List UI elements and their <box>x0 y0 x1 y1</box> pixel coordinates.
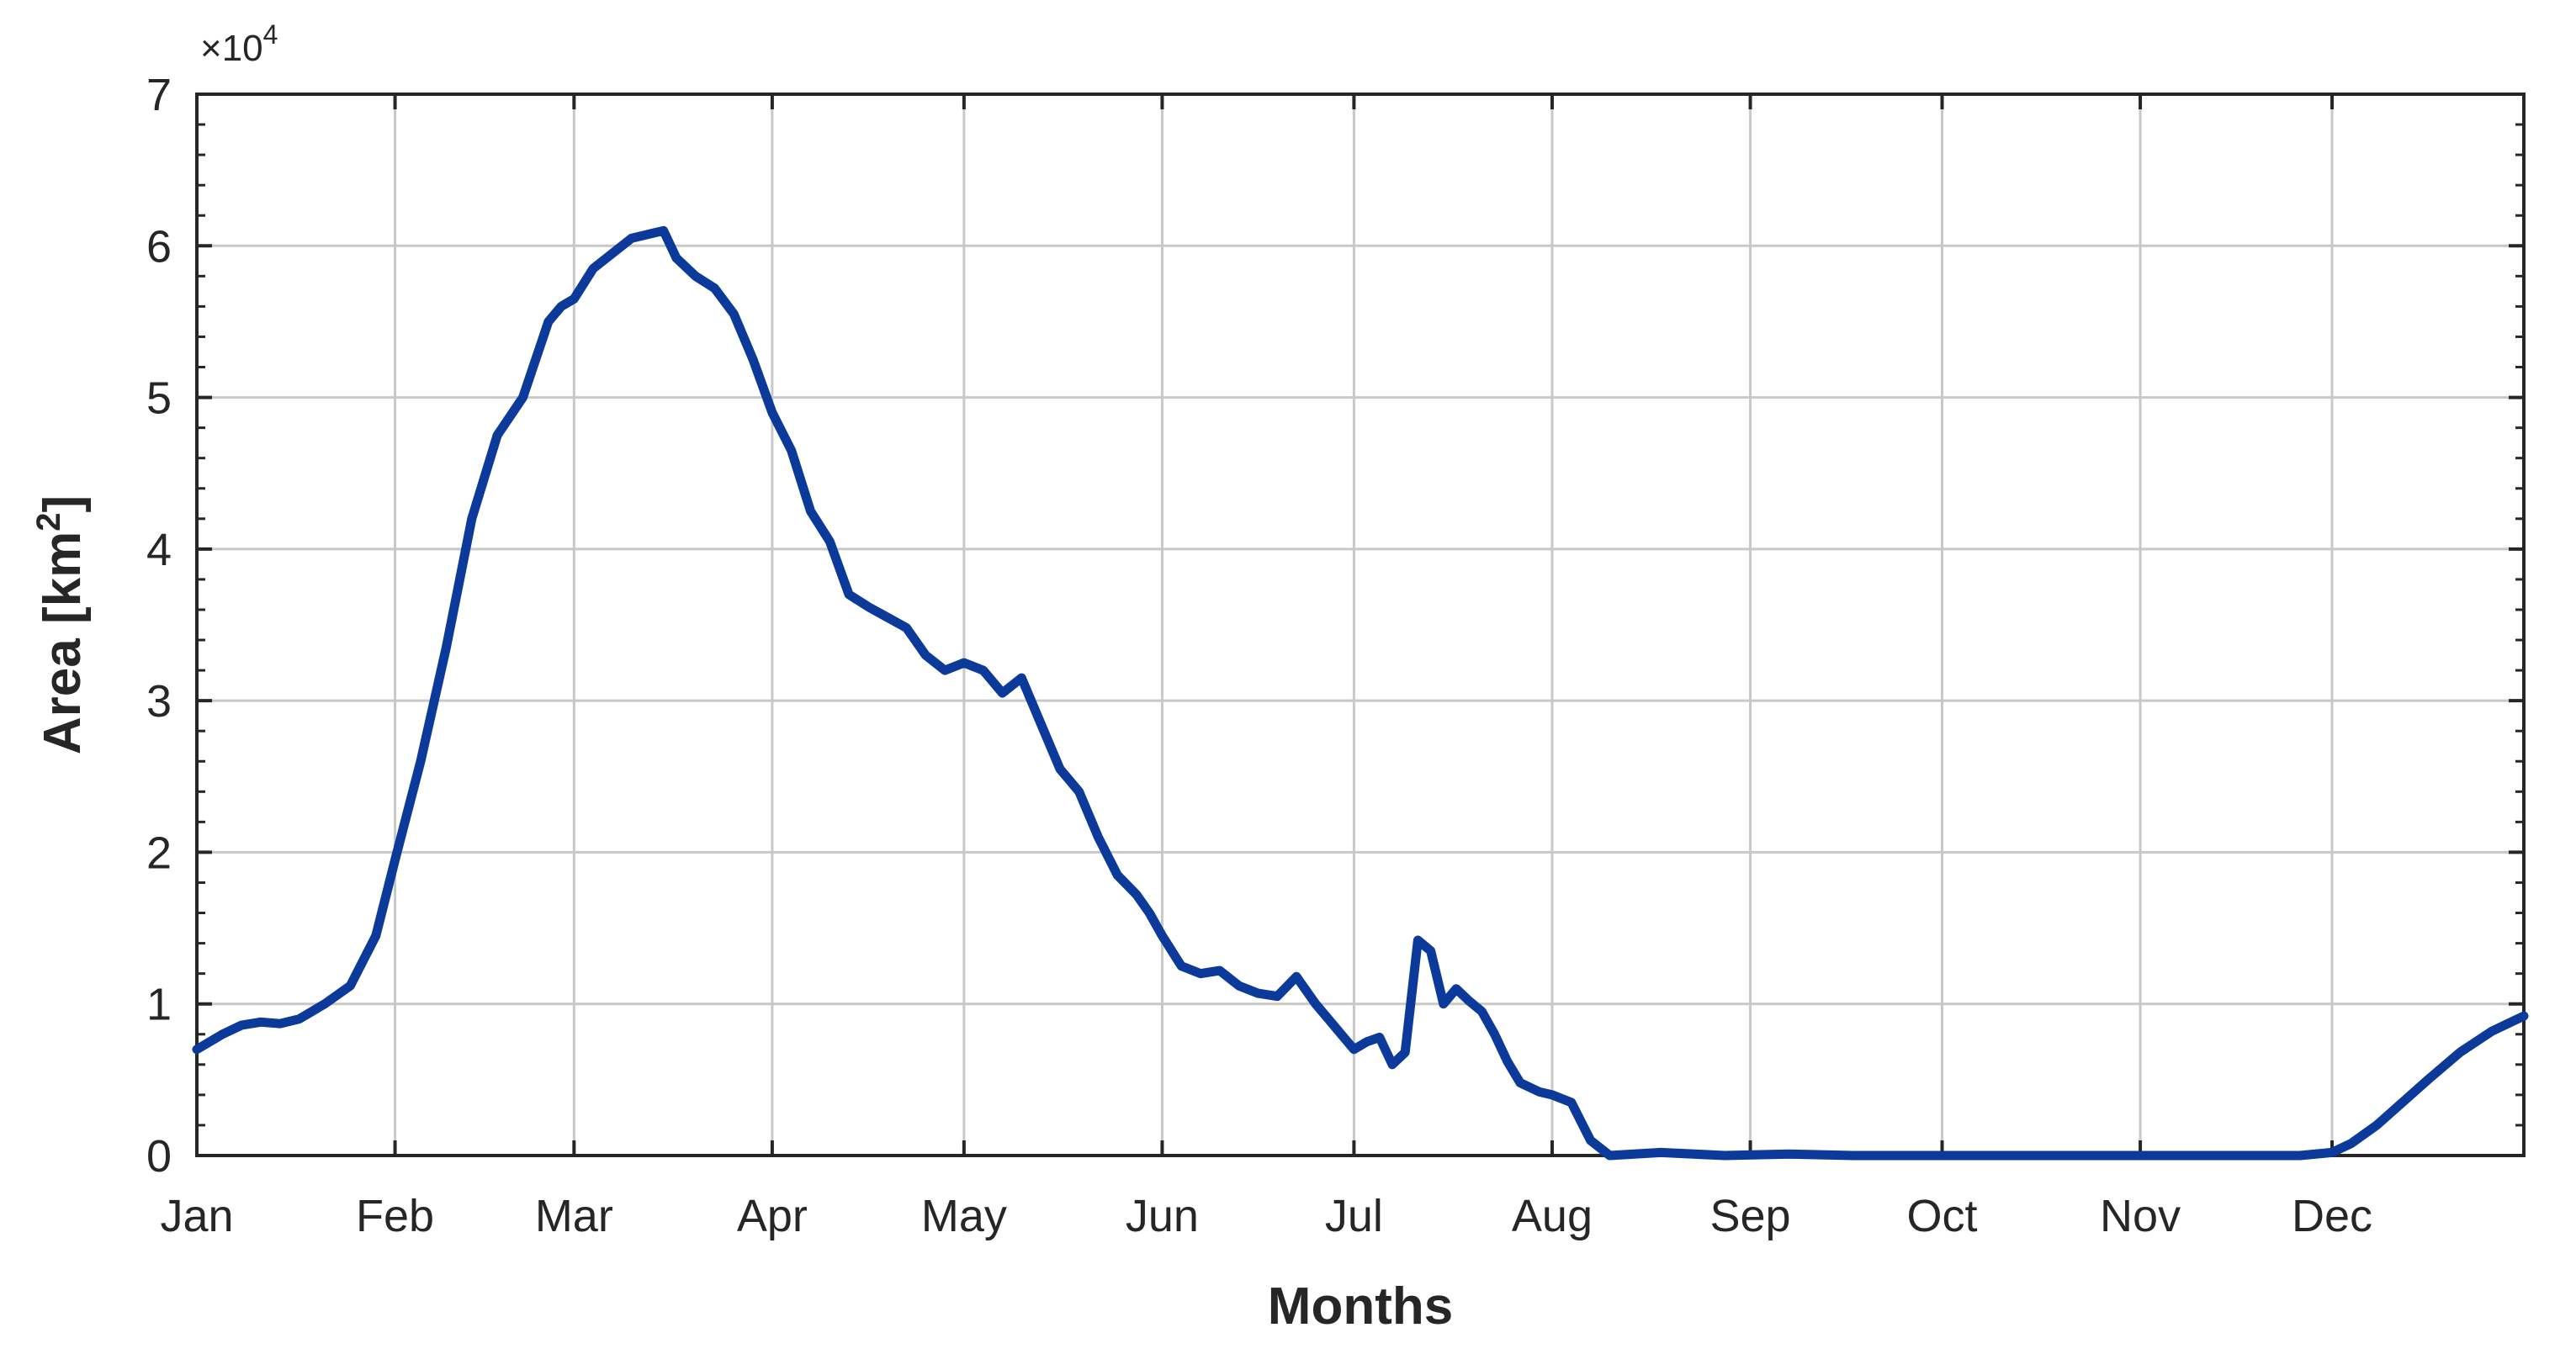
x-tick-label: Mar <box>535 1191 613 1241</box>
y-tick-label: 3 <box>146 676 172 727</box>
x-axis-title: Months <box>1268 1277 1453 1335</box>
x-tick-label: Nov <box>2100 1191 2181 1241</box>
gridlines <box>197 94 2524 1156</box>
y-exponent-label: ×104 <box>200 19 278 69</box>
x-tick-label: May <box>921 1191 1007 1241</box>
x-tick-label: Jan <box>160 1191 233 1241</box>
x-tick-label: Feb <box>356 1191 434 1241</box>
plot-frame <box>195 93 2526 1157</box>
area-series-line <box>192 225 2529 1161</box>
y-tick-label: 0 <box>146 1131 172 1182</box>
x-tick-label: Jul <box>1325 1191 1383 1241</box>
x-tick-label: Aug <box>1512 1191 1593 1241</box>
x-tick-label: Sep <box>1709 1191 1790 1241</box>
x-tick-label: Dec <box>2292 1191 2372 1241</box>
y-tick-label: 1 <box>146 980 172 1030</box>
y-tick-label: 6 <box>146 221 172 272</box>
series-layer <box>192 225 2529 1161</box>
x-tick-label: Oct <box>1906 1191 1977 1241</box>
y-tick-label: 2 <box>146 828 172 878</box>
tick-labels: 0 1 2 3 4 5 6 7 Jan Feb Mar Apr May Jun Jul Aug Sep Oct No… <box>146 70 2372 1241</box>
x-tick-label: Jun <box>1126 1191 1199 1241</box>
y-axis-title: Area [km2] <box>30 495 92 754</box>
x-tick-label: Apr <box>737 1191 808 1241</box>
y-tick-label: 5 <box>146 373 172 424</box>
y-tick-label: 7 <box>146 70 172 120</box>
y-tick-label: 4 <box>146 525 172 575</box>
